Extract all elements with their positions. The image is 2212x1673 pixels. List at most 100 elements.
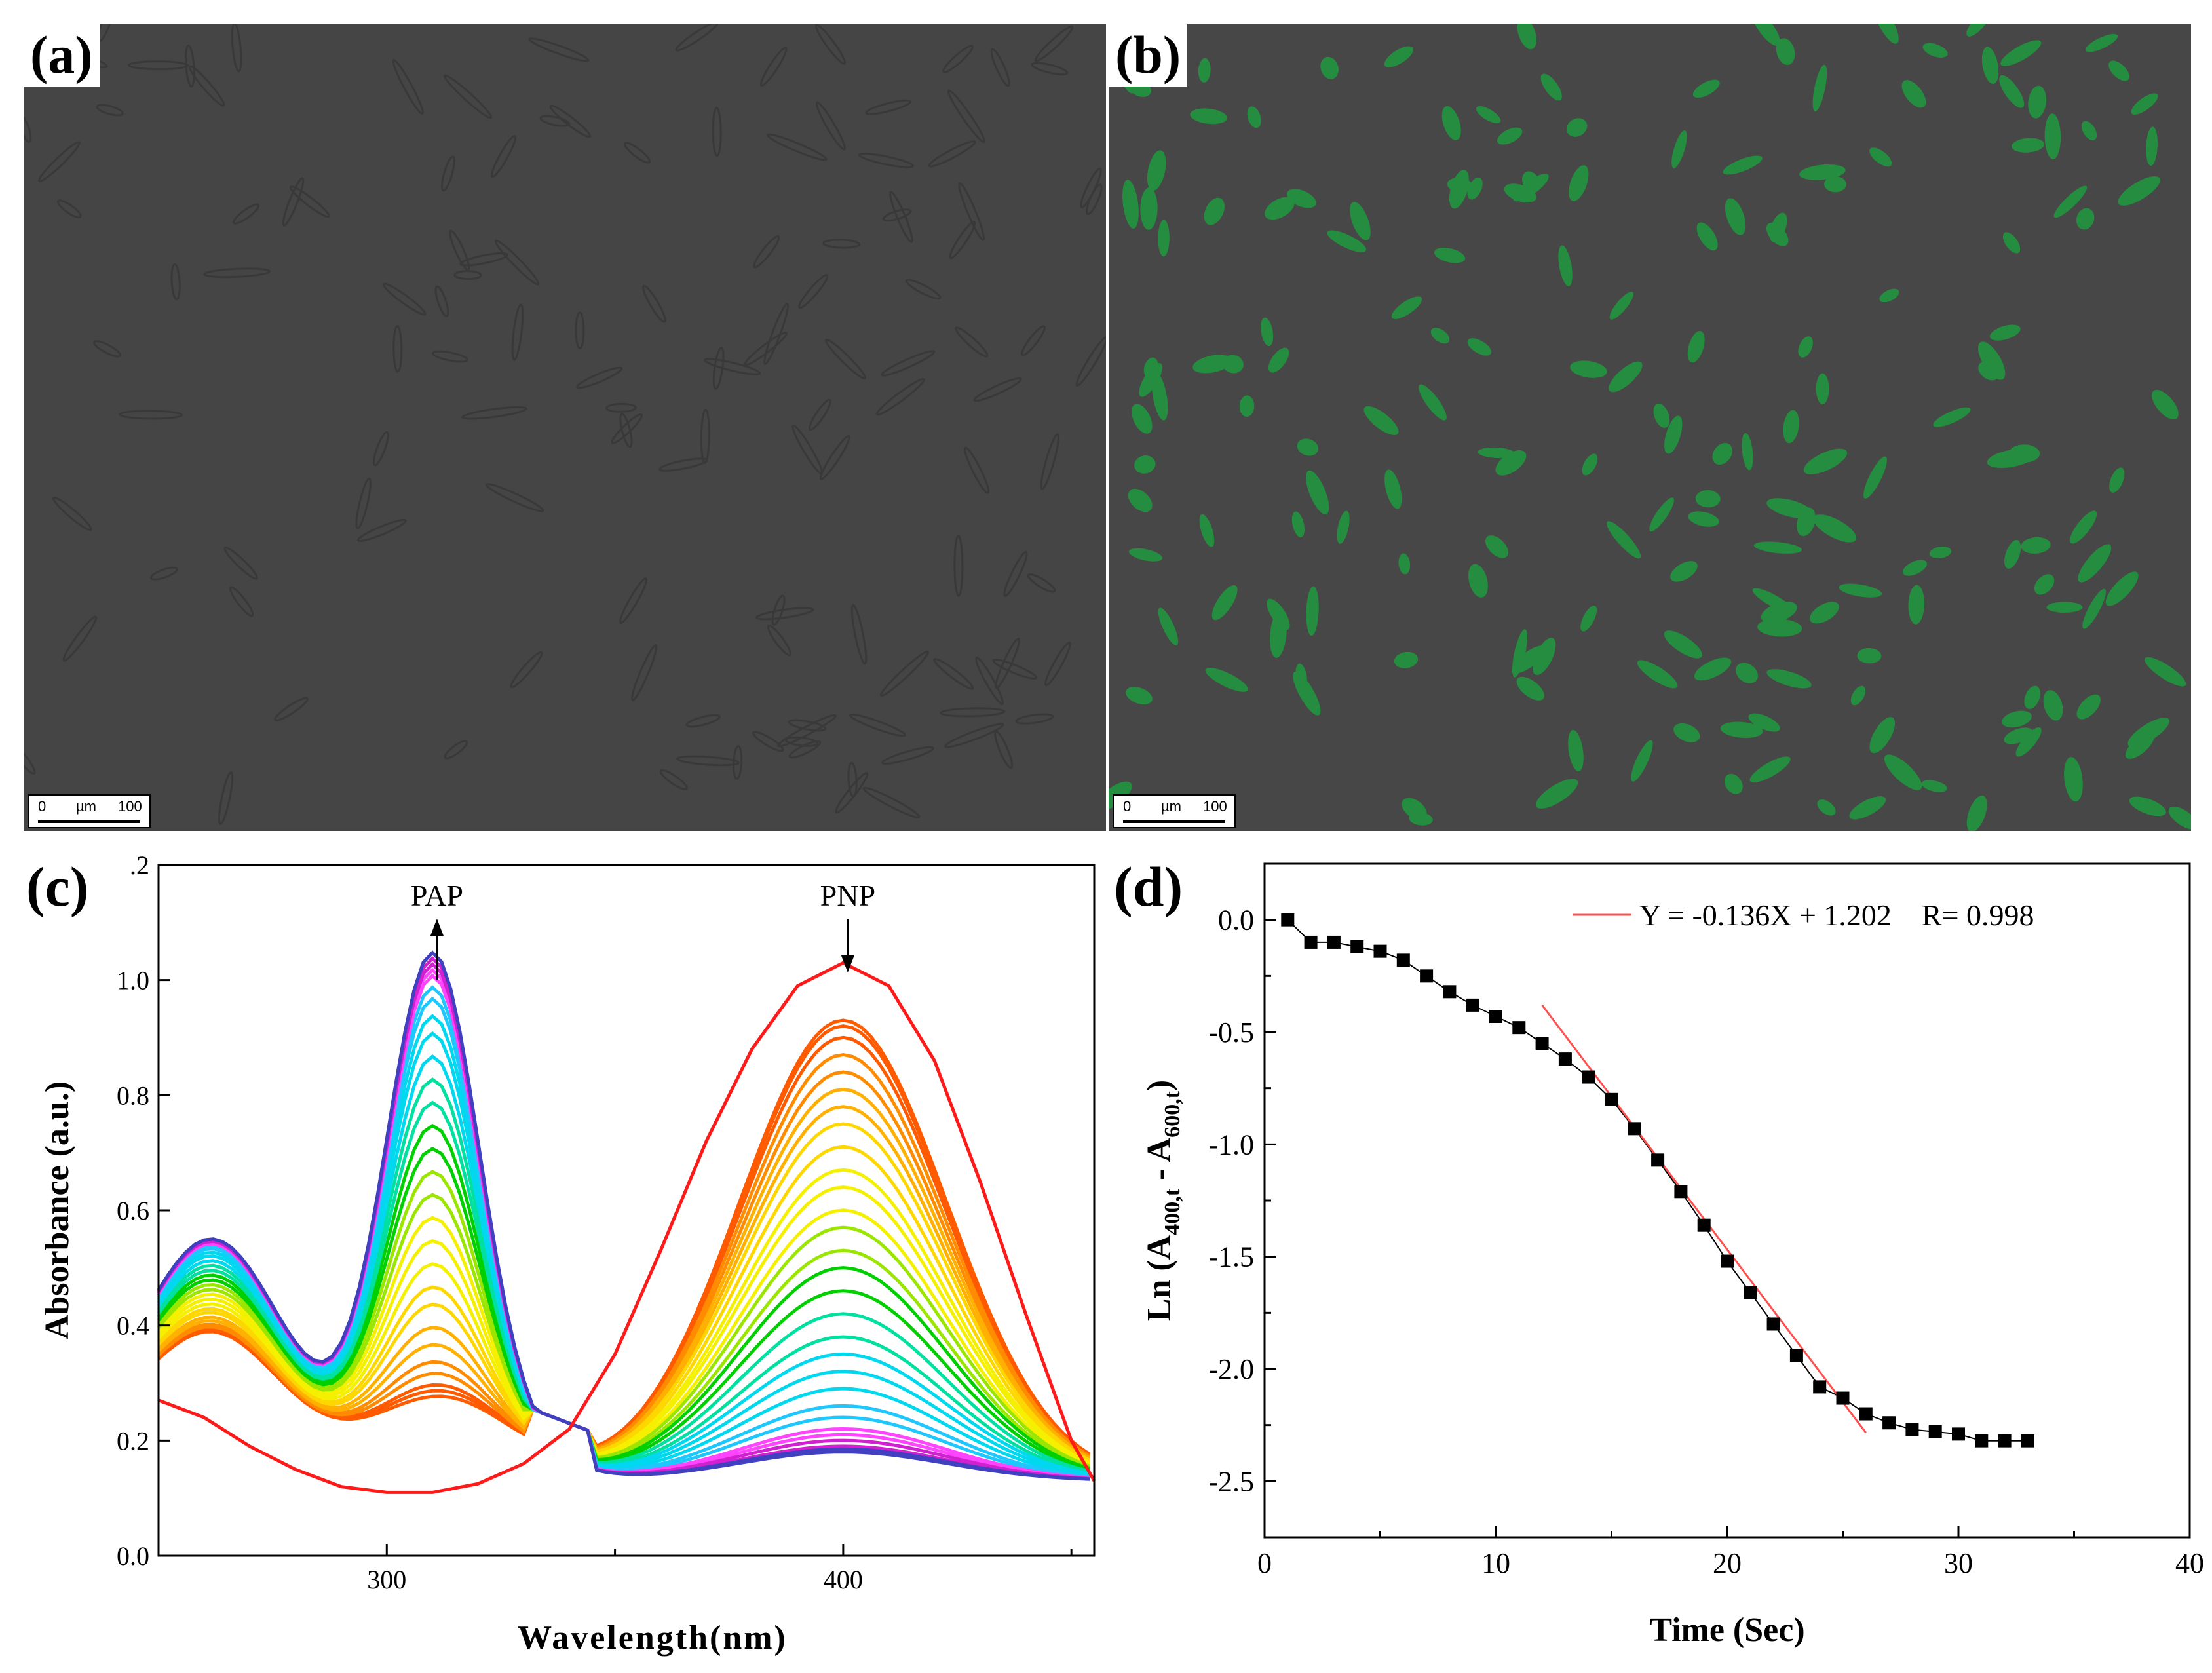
reference-curve: [158, 961, 1096, 1494]
fluorescent-cell: [1694, 657, 1732, 681]
fluorescent-cell: [1391, 296, 1422, 319]
cell-outline: [953, 534, 964, 597]
data-point: [1721, 1254, 1734, 1268]
cell-outline: [92, 340, 121, 358]
x-tick-label: 20: [1713, 1547, 1742, 1579]
fluorescent-cell: [1566, 118, 1588, 137]
legend: Y = -0.136X + 1.202 R= 0.998: [1573, 898, 2034, 932]
fluorescent-cell: [1476, 106, 1501, 124]
scale-end: 100: [1203, 798, 1227, 815]
fluorescent-cell: [1749, 756, 1791, 783]
cell-outline: [441, 155, 455, 192]
fluorescent-cell: [1158, 607, 1179, 645]
fluorescent-cell: [1468, 564, 1488, 598]
fluorescent-cell: [2168, 806, 2191, 830]
y-label-sub1: 400,t: [1160, 1188, 1185, 1235]
fluorescent-cell: [2000, 40, 2042, 66]
spectrum-curve: [157, 1185, 1090, 1466]
annotations: PAP PNP: [411, 879, 875, 980]
cell-outline: [865, 99, 912, 115]
data-points: [1281, 913, 2034, 1448]
fluorescent-cell: [1776, 38, 1795, 65]
fluorescent-cell: [1783, 410, 1799, 444]
fluorescent-cell: [2015, 727, 2042, 757]
cell-outline: [881, 350, 936, 377]
cell-outline: [1003, 550, 1028, 598]
fluorescent-cell: [1673, 723, 1700, 742]
fluorescent-cell: [1540, 73, 1562, 101]
data-point: [1697, 1218, 1711, 1232]
data-point: [1396, 953, 1410, 967]
arrow-head: [430, 919, 444, 936]
cell-outline: [233, 203, 260, 225]
cell-outline: [1075, 336, 1106, 387]
cell-outline: [990, 48, 1010, 87]
fluorescent-cell: [1766, 669, 1812, 689]
cell-outline: [815, 101, 846, 151]
cell-outline: [777, 714, 837, 748]
scale-bar-a: 0 µm 100: [28, 794, 151, 828]
fluorescent-cell: [2002, 710, 2032, 728]
cell-outline: [858, 152, 914, 168]
cell-outline: [712, 106, 722, 157]
scale-start: 0: [1123, 798, 1132, 815]
fluorescent-cell: [1485, 535, 1509, 558]
cell-outline: [940, 707, 1006, 718]
cell-outline: [944, 723, 1004, 748]
cell-outline: [576, 366, 623, 389]
fluorescent-cell: [2002, 232, 2021, 254]
arrow-head: [841, 955, 854, 972]
cell-outline: [357, 518, 407, 543]
data-point: [1766, 1317, 1780, 1331]
fluorescent-cell: [1384, 46, 1413, 67]
fluorescent-cell: [1126, 687, 1153, 705]
fluorescent-cell: [1978, 341, 2006, 380]
y-label-suffix: ): [1141, 1080, 1178, 1091]
data-point: [1443, 985, 1457, 999]
y-tick-label: 0.2: [117, 1426, 149, 1455]
fluorescent-cell: [1287, 189, 1316, 208]
cell-outline: [760, 47, 788, 87]
fluorescent-cell: [1607, 521, 1641, 559]
fluorescent-cell: [1512, 645, 1546, 674]
fluorescent-cell: [1517, 24, 1536, 50]
micrograph-b-image: [1109, 24, 2191, 831]
cell-outline: [933, 658, 974, 690]
data-point: [1628, 1122, 1641, 1136]
fluorescent-cell: [1653, 403, 1670, 428]
fluorescent-cell: [1147, 150, 1166, 191]
fluorescent-cell: [1921, 780, 1947, 792]
fluorescent-cell: [1261, 317, 1274, 347]
fluorescent-cell: [1580, 606, 1597, 632]
data-point: [1605, 1092, 1618, 1106]
cell-outline: [835, 771, 869, 814]
data-point: [1582, 1070, 1595, 1084]
scale-line: [1123, 820, 1225, 823]
fluorescent-cell: [1824, 176, 1846, 193]
data-point: [1512, 1021, 1526, 1035]
cell-outline: [431, 350, 468, 363]
cell-outline: [767, 133, 828, 161]
fluorescent-cell: [1441, 106, 1461, 140]
data-point: [1859, 1407, 1873, 1421]
data-point: [1304, 935, 1318, 949]
fluorescent-cell: [1151, 372, 1168, 421]
cell-outline: [1040, 433, 1059, 490]
data-point: [1813, 1380, 1827, 1394]
fluorescent-cell: [1735, 663, 1759, 683]
fluorescent-cell: [1664, 415, 1683, 454]
fluorescent-cell: [1869, 147, 1892, 167]
cell-outline: [675, 24, 719, 52]
cell-outline: [24, 744, 36, 775]
cell-outline: [619, 413, 633, 448]
fluorescent-cell: [1863, 456, 1887, 499]
fluorescent-cell: [2118, 176, 2160, 206]
data-point: [1928, 1425, 1942, 1438]
cell-outline: [767, 625, 792, 657]
axes: 0.0 0.2 0.4 0.6 0.8 1.0 .2 300 400: [117, 851, 1073, 1594]
cell-outline: [229, 586, 254, 617]
fluorescent-cell: [1363, 406, 1399, 435]
fluorescent-cell: [1725, 198, 1746, 235]
micrograph-a: (a) 0 µm 100: [24, 24, 1106, 831]
fluorescent-cell: [1122, 180, 1139, 229]
